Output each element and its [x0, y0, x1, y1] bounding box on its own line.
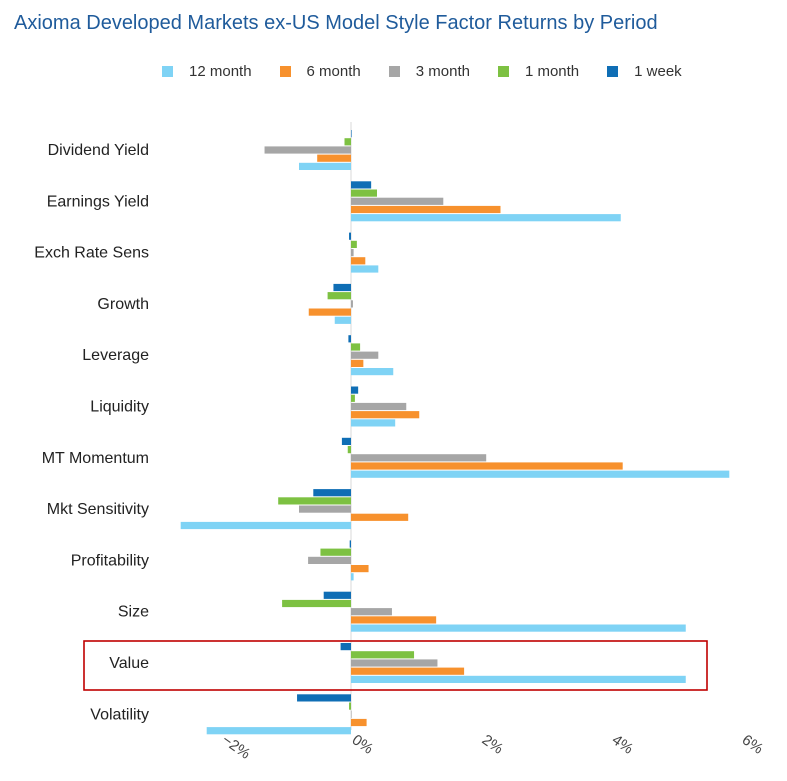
- bar-12-month: [351, 368, 394, 376]
- bar-1-week: [351, 386, 359, 394]
- bar-6-month: [351, 205, 501, 214]
- bar-1-week: [323, 591, 351, 599]
- legend-item: 1 month: [497, 63, 580, 80]
- category-label: Earnings Yield: [47, 193, 149, 210]
- legend-label: 1 month: [524, 63, 580, 80]
- bar-1-week: [333, 283, 351, 292]
- bar-3-month: [351, 197, 444, 205]
- bar-12-month: [351, 419, 396, 427]
- bar-1-week: [313, 489, 351, 497]
- bar-12-month: [334, 316, 351, 324]
- bar-1-week: [351, 181, 372, 189]
- legend-swatch: [607, 66, 619, 77]
- legend-item: 12 month: [162, 63, 252, 80]
- category-label: Mkt Sensitivity: [47, 501, 149, 518]
- bar-6-month: [317, 154, 351, 162]
- bar-6-month: [351, 565, 369, 573]
- legend-label: 1 week: [634, 63, 682, 80]
- bar-1-month: [320, 548, 351, 556]
- bar-1-month: [344, 138, 351, 146]
- bar-3-month: [299, 505, 351, 513]
- legend-item: 6 month: [279, 63, 361, 80]
- x-tick-label: 0%: [349, 731, 377, 757]
- bar-3-month: [264, 146, 351, 154]
- bar-1-week: [351, 130, 352, 138]
- category-label: Liquidity: [90, 399, 149, 416]
- bar-12-month: [351, 470, 730, 478]
- category-label: Volatility: [90, 706, 149, 723]
- category-label: Leverage: [82, 347, 149, 364]
- bar-3-month: [308, 556, 351, 564]
- bar-1-month: [278, 497, 351, 505]
- bar-12-month: [351, 573, 354, 581]
- legend-label: 6 month: [306, 63, 361, 80]
- bar-6-month: [351, 616, 437, 624]
- chart-title: Axioma Developed Markets ex-US Model Sty…: [14, 12, 658, 34]
- legend-swatch: [279, 66, 291, 77]
- bar-6-month: [351, 257, 366, 265]
- bar-6-month: [351, 411, 420, 419]
- bar-1-month: [282, 599, 351, 608]
- bar-12-month: [351, 214, 621, 222]
- bar-6-month: [351, 513, 409, 521]
- legend-swatch: [162, 66, 173, 77]
- bar-1-month: [327, 292, 351, 300]
- category-label: Size: [118, 604, 149, 621]
- bar-1-week: [297, 694, 351, 702]
- legend-label: 3 month: [415, 63, 470, 80]
- bar-12-month: [180, 521, 351, 530]
- bar-12-month: [351, 265, 379, 273]
- bar-6-month: [351, 359, 364, 367]
- bar-3-month: [351, 300, 353, 308]
- bar-6-month: [308, 308, 351, 316]
- x-tick-label: 6%: [739, 731, 767, 757]
- legend-swatch: [388, 66, 400, 77]
- bar-6-month: [351, 462, 623, 470]
- category-label: Dividend Yield: [48, 142, 149, 159]
- legend-swatch: [497, 66, 509, 77]
- bar-1-month: [349, 702, 351, 710]
- x-tick-label: −2%: [219, 731, 254, 762]
- bar-1-month: [351, 651, 415, 659]
- bar-3-month: [351, 402, 407, 411]
- bar-1-week: [340, 643, 351, 651]
- bar-3-month: [351, 454, 487, 462]
- bar-3-month: [351, 249, 354, 257]
- bar-12-month: [351, 624, 686, 632]
- bar-1-month: [351, 240, 357, 248]
- x-tick-label: 4%: [609, 731, 637, 757]
- bar-6-month: [351, 667, 465, 675]
- bar-12-month: [299, 162, 351, 170]
- bar-6-month: [351, 718, 367, 727]
- category-label: MT Momentum: [42, 450, 149, 467]
- legend-item: 3 month: [388, 63, 470, 80]
- bar-1-month: [351, 189, 377, 197]
- chart-legend: 12 month 6 month 3 month 1 month 1 week: [162, 63, 710, 80]
- x-tick-label: 2%: [479, 731, 507, 757]
- category-label: Value: [109, 655, 149, 672]
- bar-1-week: [348, 335, 351, 343]
- bar-1-week: [349, 540, 351, 548]
- legend-item: 1 week: [607, 63, 682, 80]
- bar-3-month: [351, 710, 352, 718]
- bar-12-month: [351, 675, 686, 683]
- bar-12-month: [206, 727, 351, 735]
- category-label: Growth: [97, 296, 149, 313]
- bar-1-month: [347, 446, 351, 454]
- bar-3-month: [351, 659, 438, 667]
- category-label: Exch Rate Sens: [34, 245, 149, 262]
- legend-label: 12 month: [189, 63, 252, 80]
- bar-3-month: [351, 608, 392, 616]
- bar-1-week: [349, 232, 351, 240]
- bar-1-month: [351, 343, 361, 351]
- bar-1-week: [341, 437, 351, 445]
- highlight-box: [83, 640, 708, 691]
- bar-3-month: [351, 351, 379, 359]
- bar-1-month: [351, 394, 355, 402]
- category-label: Profitability: [71, 552, 149, 569]
